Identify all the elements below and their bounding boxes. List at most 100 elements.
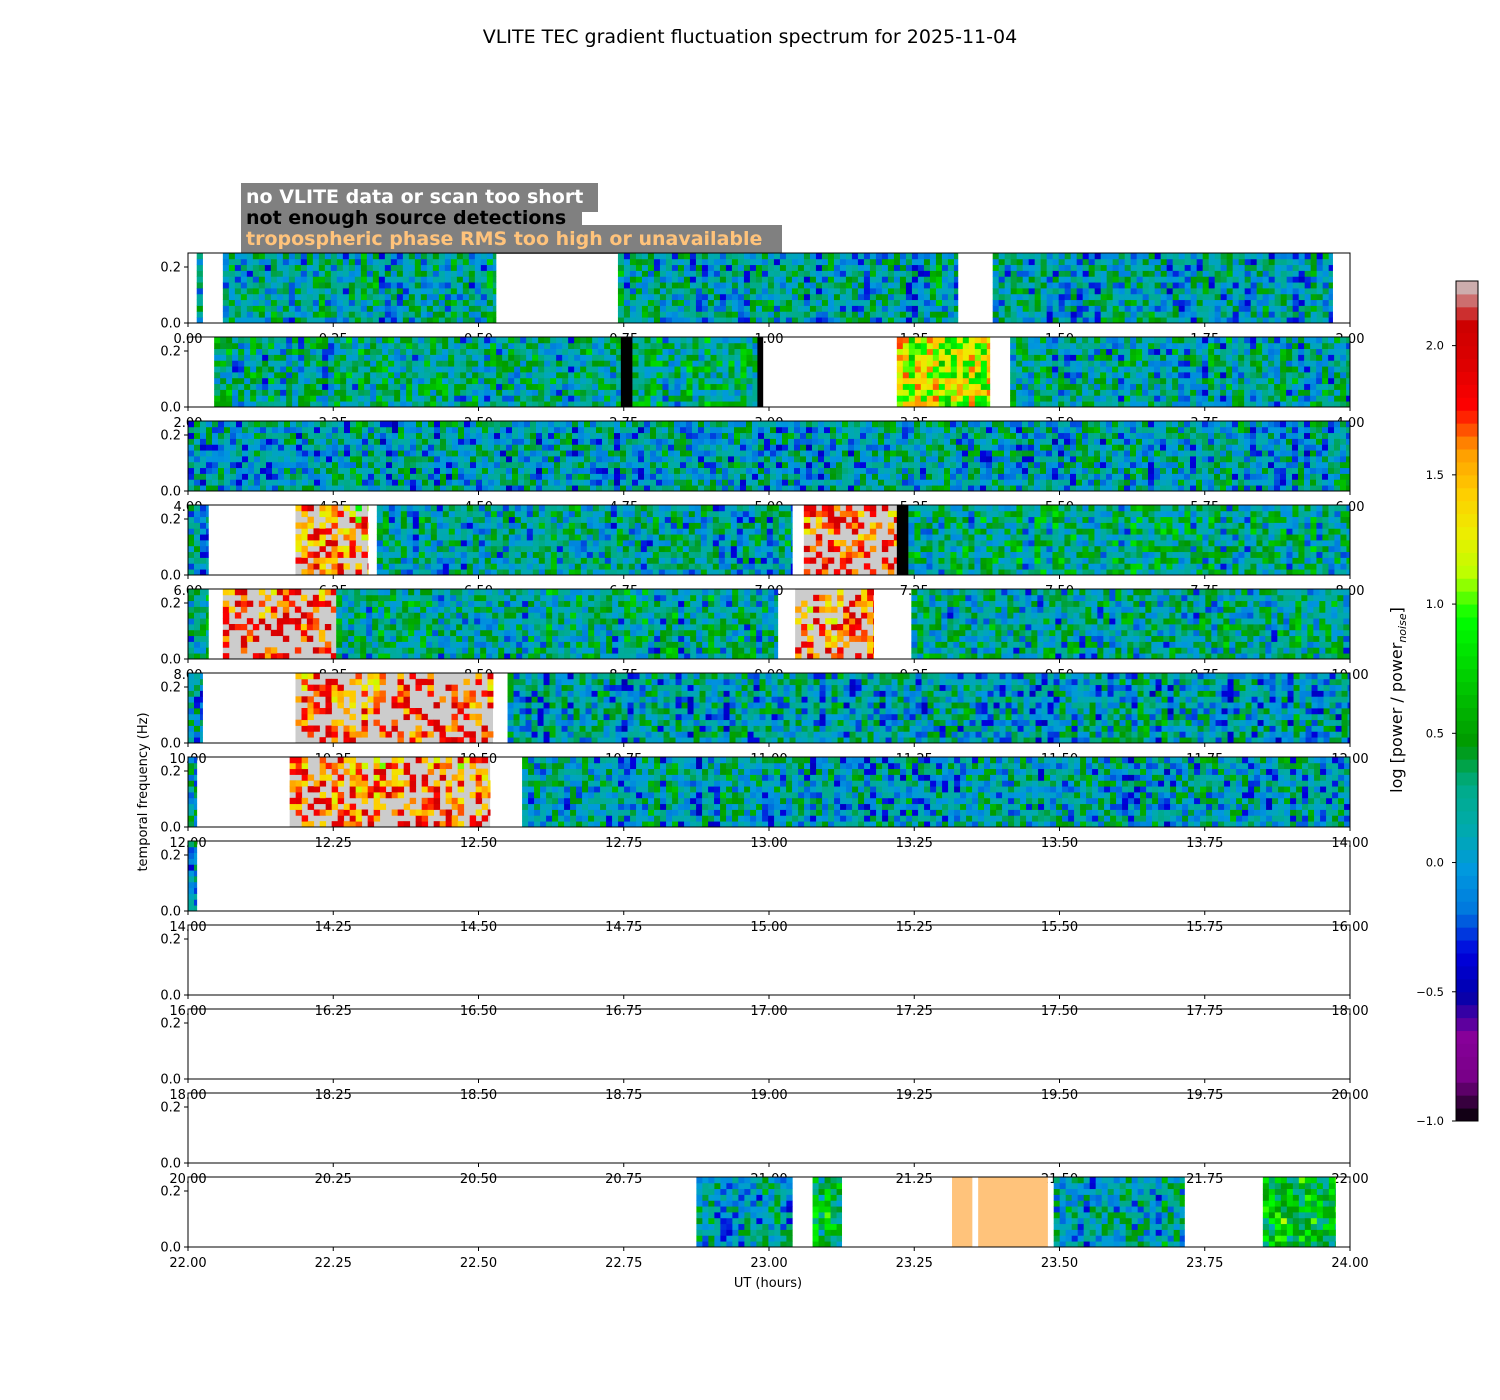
cell (1184, 354, 1191, 361)
cell (674, 467, 681, 474)
cell (1040, 348, 1047, 355)
cell (1340, 377, 1347, 385)
cell (1070, 311, 1078, 318)
cell (240, 288, 248, 295)
cell (280, 348, 287, 355)
cell (352, 389, 359, 396)
cell (662, 450, 669, 457)
cell (610, 366, 617, 373)
cell (917, 288, 925, 295)
cell (486, 299, 494, 306)
cell (1190, 293, 1198, 301)
cell (677, 276, 685, 283)
cell (416, 421, 423, 428)
cell (442, 348, 449, 355)
cell (1160, 264, 1168, 271)
cell (881, 258, 889, 266)
cell (512, 473, 519, 480)
cell (390, 288, 398, 295)
cell (638, 461, 645, 469)
cell (962, 372, 970, 379)
cell (845, 253, 853, 260)
cell (689, 253, 697, 260)
cell (1040, 360, 1047, 367)
cell (1268, 253, 1276, 260)
cell (366, 317, 374, 324)
cell (803, 270, 811, 277)
cell (839, 293, 847, 301)
cell (1040, 258, 1048, 266)
cell (710, 479, 717, 486)
cell (212, 432, 219, 439)
cell (674, 372, 681, 379)
cell (1058, 354, 1065, 361)
cell (380, 444, 387, 451)
cell (224, 421, 231, 428)
cell (938, 389, 946, 396)
cell (662, 401, 669, 408)
cell (1100, 288, 1108, 295)
cell (1202, 372, 1209, 379)
cell (1118, 305, 1126, 312)
cell (324, 264, 332, 271)
cell (234, 258, 242, 266)
cell (707, 258, 715, 266)
cell (950, 337, 958, 344)
cell (244, 337, 251, 344)
cell (920, 401, 928, 408)
cell (1226, 264, 1234, 271)
cell (1232, 258, 1240, 266)
cell (1220, 383, 1227, 390)
cell (1136, 253, 1144, 260)
cell (1190, 311, 1198, 318)
cell (749, 305, 757, 312)
cell (378, 276, 386, 283)
cell (312, 311, 320, 318)
cell (354, 317, 362, 324)
cell (1100, 337, 1107, 344)
cell (1160, 366, 1167, 373)
cell (707, 270, 715, 277)
cell (1010, 299, 1018, 306)
cell (1076, 264, 1084, 271)
cell (1130, 299, 1138, 306)
cell (356, 467, 363, 474)
cell (1292, 305, 1300, 312)
cell (1310, 305, 1318, 312)
cell (218, 444, 225, 451)
cell (857, 253, 865, 260)
cell (887, 270, 895, 277)
cell (490, 348, 497, 355)
cell (1226, 293, 1234, 301)
cell (314, 421, 321, 428)
segment-cells-2 (617, 253, 959, 324)
cell (650, 438, 657, 445)
cell (316, 342, 323, 350)
cell (1094, 311, 1102, 318)
cell (1046, 305, 1054, 312)
cell (626, 456, 633, 463)
cell (372, 293, 380, 301)
cell (1238, 348, 1245, 355)
cell (430, 342, 437, 350)
cell (554, 426, 561, 434)
cell (1058, 348, 1065, 355)
cell (986, 383, 991, 390)
cell (1298, 377, 1305, 385)
cell (704, 432, 711, 439)
cell (1274, 354, 1281, 361)
cell (791, 253, 799, 260)
cell (1052, 288, 1060, 295)
cell (662, 348, 669, 355)
cell (1250, 348, 1257, 355)
cell (526, 401, 533, 408)
cell (692, 383, 699, 390)
cell (608, 426, 615, 434)
cell (604, 401, 611, 408)
cell (252, 282, 260, 289)
cell (270, 282, 278, 289)
cell (616, 377, 622, 385)
cell (592, 342, 599, 350)
cell (1184, 293, 1192, 301)
cell (392, 485, 399, 492)
